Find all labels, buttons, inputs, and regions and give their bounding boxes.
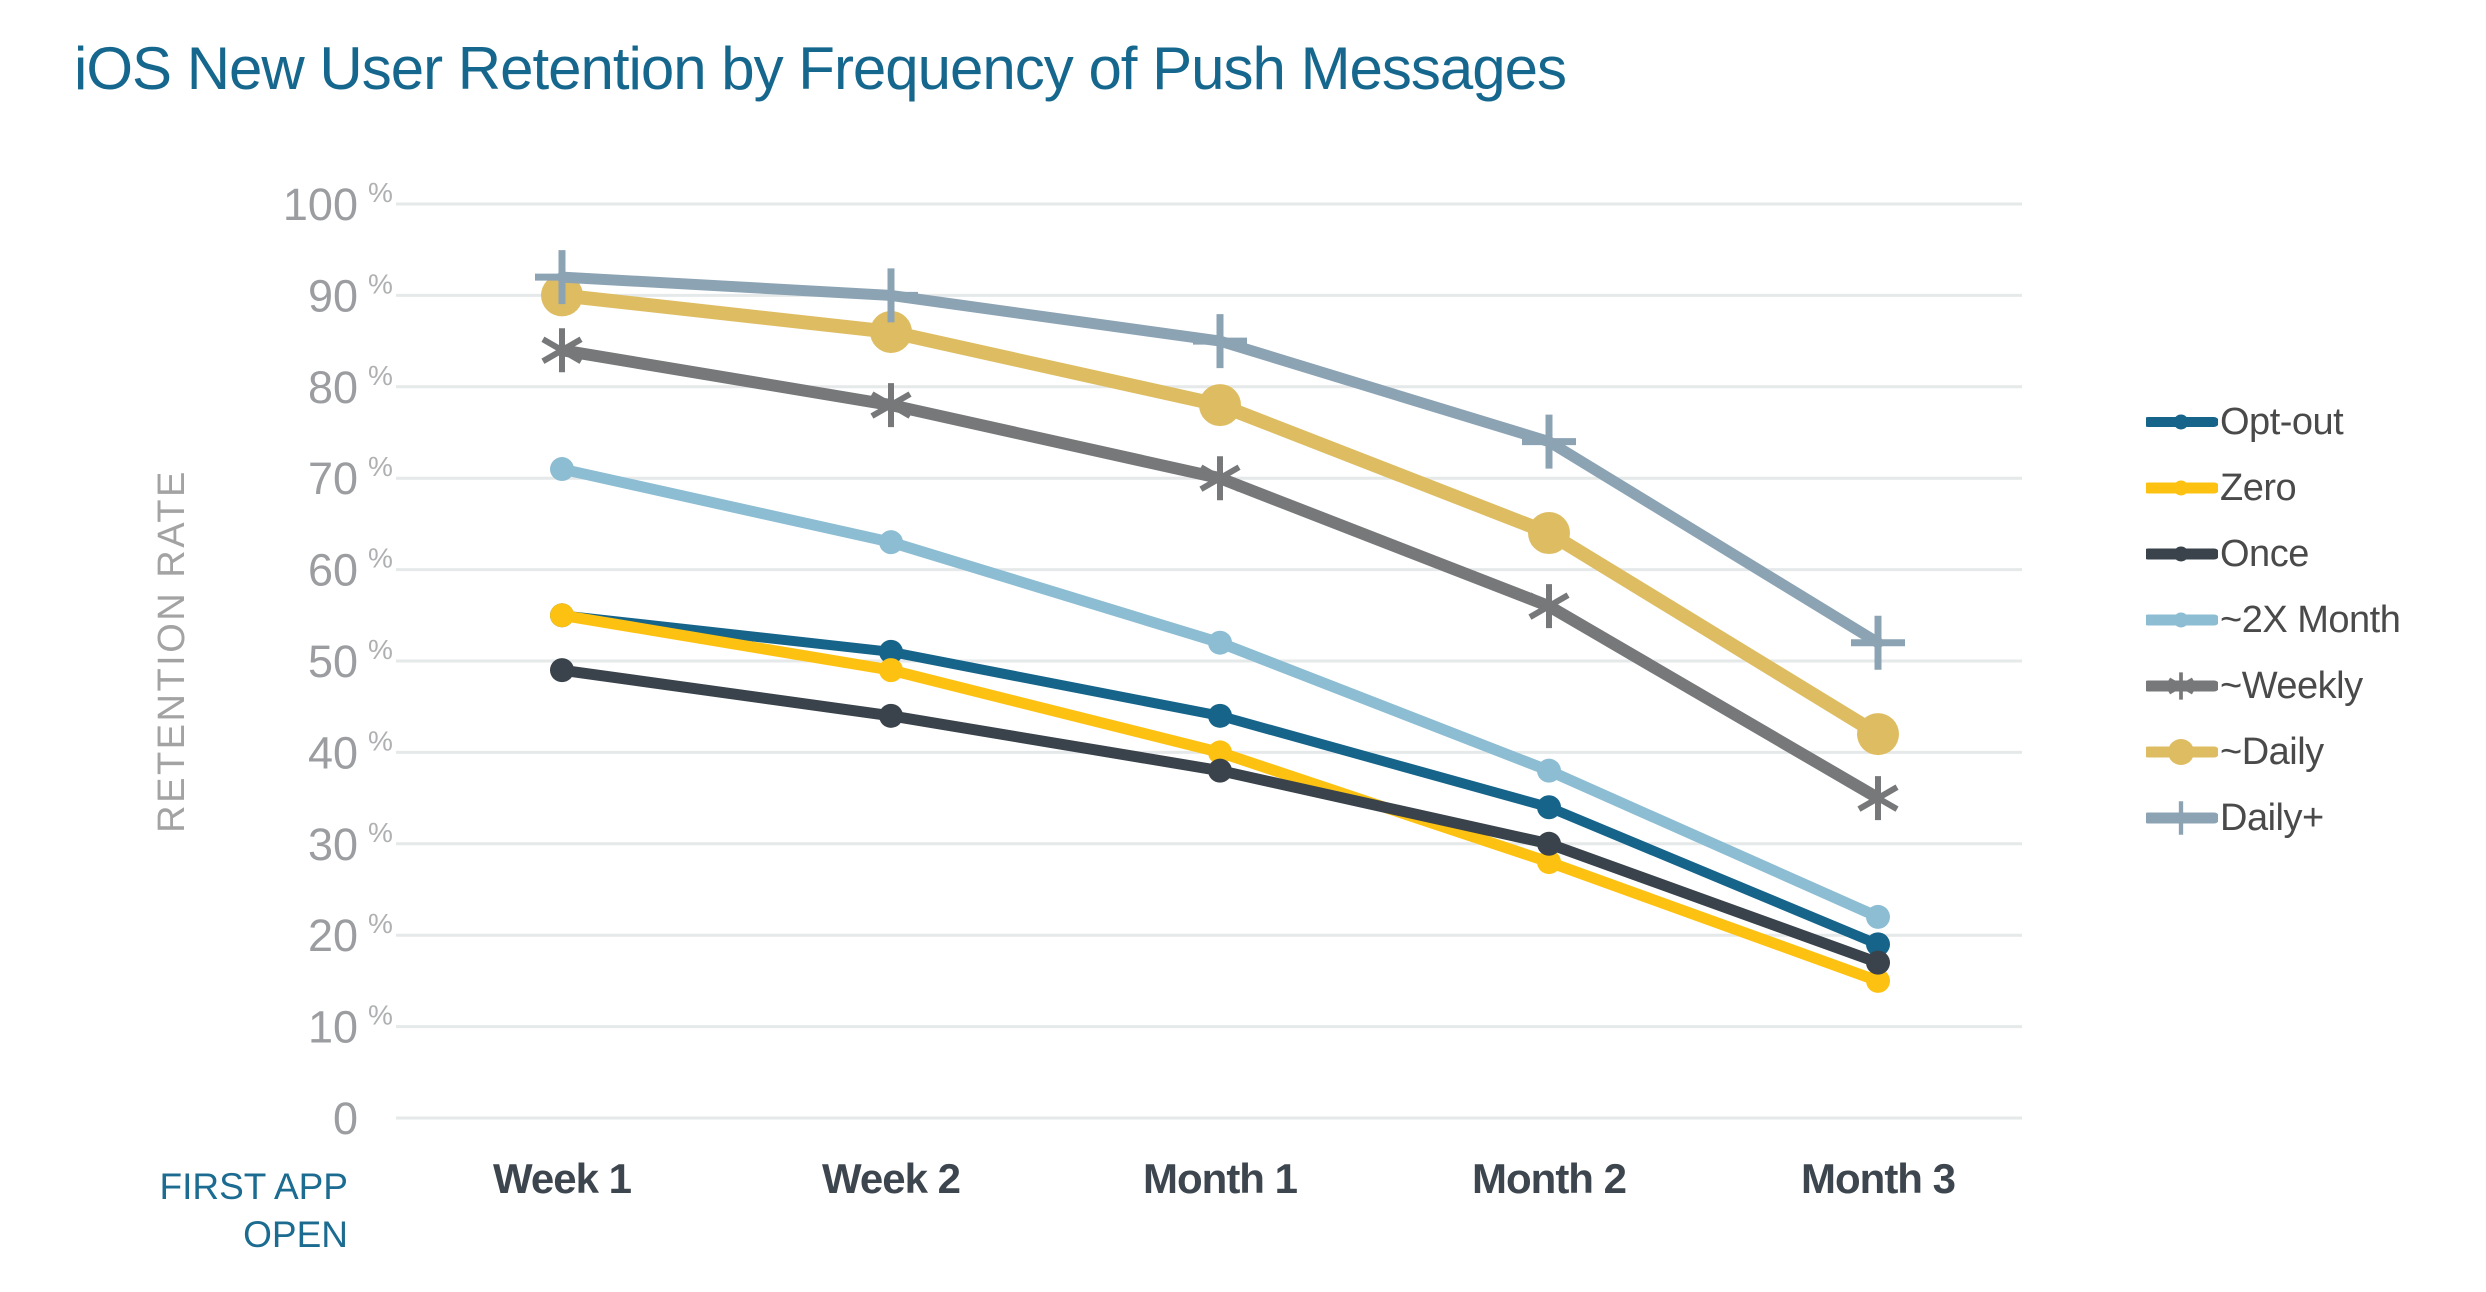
legend-asterisk-marker-icon (2146, 664, 2218, 708)
legend-label: Opt-out (2220, 400, 2344, 443)
data-point-marker (2167, 738, 2195, 766)
y-tick-label: 90 (308, 270, 358, 321)
y-tick-label: 30 (308, 819, 358, 870)
y-tick-label: 60 (308, 545, 358, 596)
data-point-marker (2173, 612, 2189, 628)
chart-title: iOS New User Retention by Frequency of P… (74, 35, 1567, 102)
y-tick-label: 10 (308, 1002, 358, 1053)
y-tick-label: 50 (308, 636, 358, 687)
data-point-marker (550, 457, 574, 482)
y-tick-percent-sign: % (368, 177, 393, 208)
y-tick-percent-sign: % (368, 908, 393, 939)
legend-plus-marker-icon (2146, 796, 2218, 840)
data-point-marker (1208, 740, 1232, 765)
y-tick-label: 0 (333, 1093, 358, 1144)
data-point-marker (870, 310, 912, 353)
legend-label: ~2X Month (2220, 598, 2401, 641)
data-point-marker (1208, 703, 1232, 728)
legend-item-opt-out: Opt-out (2146, 389, 2400, 455)
data-point-marker (1537, 795, 1561, 820)
data-point-marker (879, 530, 903, 555)
y-tick-label: 70 (308, 453, 358, 504)
data-point-marker (2168, 677, 2194, 695)
data-point-marker (1199, 384, 1241, 427)
x-axis-caption-line-2: OPEN (243, 1214, 348, 1255)
series-zero (550, 603, 1890, 993)
data-point-marker (1866, 932, 1890, 957)
legend-circle-marker-icon (2146, 598, 2218, 642)
data-point-marker (550, 603, 574, 628)
data-point-marker (1866, 950, 1890, 975)
legend-circle-marker-icon (2146, 466, 2218, 510)
x-tick-label: Week 1 (493, 1155, 632, 1202)
data-point-marker (1199, 464, 1241, 492)
y-tick-label: 40 (308, 727, 358, 778)
series-once (550, 658, 1890, 975)
data-point-marker (1528, 592, 1570, 620)
legend-label: ~Weekly (2220, 664, 2363, 707)
legend-item--2x-month: ~2X Month (2146, 587, 2401, 653)
data-point-marker (1866, 968, 1890, 993)
data-point-marker (1208, 758, 1232, 783)
y-tick-percent-sign: % (368, 451, 393, 482)
y-tick-percent-sign: % (368, 543, 393, 574)
data-point-marker (2173, 414, 2189, 430)
y-tick-percent-sign: % (368, 360, 393, 391)
data-point-marker (879, 658, 903, 683)
legend-label: Once (2220, 532, 2309, 575)
x-tick-label: Week 2 (822, 1155, 960, 1202)
legend-label: ~Daily (2220, 730, 2324, 773)
x-axis-caption: FIRST APP OPEN (48, 1163, 349, 1259)
data-point-marker (550, 658, 574, 683)
data-point-marker (541, 336, 583, 364)
y-tick-percent-sign: % (368, 817, 393, 848)
data-point-marker (1857, 784, 1899, 812)
legend-label: Zero (2220, 466, 2297, 509)
data-point-marker (1866, 904, 1890, 929)
data-point-marker (1857, 713, 1899, 756)
series-line (556, 609, 1884, 987)
data-point-marker (1537, 831, 1561, 856)
legend: Opt-out Zero Once ~2X Month ~Weekly ~Daily Dai… (2146, 389, 2401, 851)
data-point-marker (2173, 546, 2189, 562)
data-point-marker (870, 391, 912, 419)
legend-item-zero: Zero (2146, 455, 2400, 521)
y-tick-percent-sign: % (368, 634, 393, 665)
legend-item-daily-: Daily+ (2146, 785, 2400, 851)
y-tick-percent-sign: % (368, 1000, 393, 1031)
data-point-marker (879, 703, 903, 728)
data-point-marker (1208, 630, 1232, 655)
data-point-marker (1537, 758, 1561, 783)
data-point-marker (1528, 512, 1570, 555)
legend-item--daily: ~Daily (2146, 719, 2400, 785)
y-tick-label: 100 (283, 179, 358, 230)
data-point-marker (879, 639, 903, 664)
series--daily (541, 274, 1899, 756)
x-tick-label: Month 1 (1143, 1155, 1298, 1202)
y-tick-percent-sign: % (368, 725, 393, 756)
series-daily- (535, 250, 1905, 670)
x-tick-label: Month 3 (1801, 1155, 1955, 1202)
data-point-marker (1537, 850, 1561, 875)
y-tick-label: 20 (308, 910, 358, 961)
legend-label: Daily+ (2220, 796, 2324, 839)
series--weekly (541, 328, 1899, 821)
x-axis-caption-line-1: FIRST APP (159, 1166, 349, 1207)
legend-item--weekly: ~Weekly (2146, 653, 2400, 719)
data-point-marker (2173, 480, 2189, 496)
y-tick-percent-sign: % (368, 268, 393, 299)
legend-circle-marker-icon (2146, 532, 2218, 576)
legend-item-once: Once (2146, 521, 2400, 587)
series--2x-month (550, 457, 1890, 929)
y-axis-title: RETENTION RATE (151, 469, 193, 833)
y-tick-label: 80 (308, 362, 358, 413)
x-tick-label: Month 2 (1472, 1155, 1626, 1202)
legend-circle-large-marker-icon (2146, 730, 2218, 774)
legend-circle-marker-icon (2146, 400, 2218, 444)
